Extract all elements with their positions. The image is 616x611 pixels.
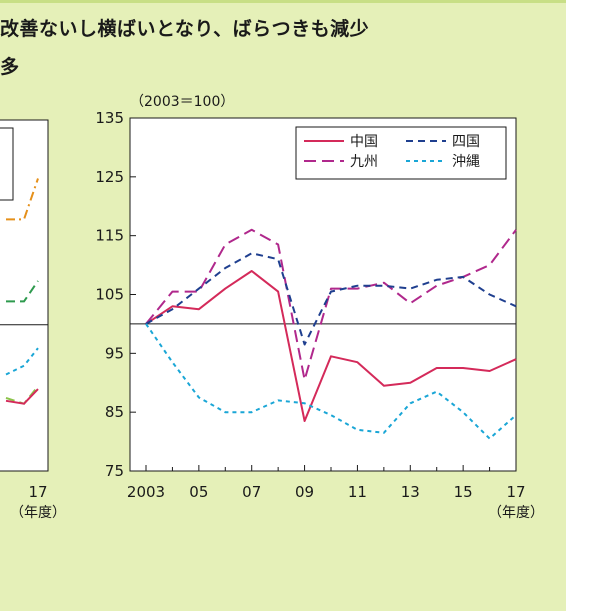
- x-tick-label: 05: [189, 483, 208, 501]
- series-line-1: [145, 270, 517, 422]
- y-tick-label: 75: [105, 462, 124, 480]
- y-tick-label: 135: [95, 109, 124, 127]
- y-tick-label: 105: [95, 286, 124, 304]
- left-x-tick-label: 17: [28, 483, 47, 501]
- series-line-3: [145, 252, 517, 346]
- series-line-2: [145, 228, 517, 381]
- figure-subline: 多: [0, 56, 20, 78]
- x-tick-label: 07: [242, 483, 261, 501]
- y-tick-label: 125: [95, 168, 124, 186]
- y-tick-label: 85: [105, 403, 124, 421]
- x-unit-label: （年度）: [488, 505, 544, 521]
- legend-label-1: 中国: [350, 134, 378, 150]
- legend-label-4: 沖縄: [452, 154, 480, 170]
- x-tick-label: 2003: [127, 483, 165, 501]
- x-tick-label: 13: [401, 483, 420, 501]
- x-tick-label: 17: [506, 483, 525, 501]
- left-series-line-1: [6, 178, 39, 221]
- main-chart: 75 85 95 105 115 125 135 2003 05 07 09 11 13 15 17 （200…: [95, 94, 544, 521]
- unit-label: （2003＝100）: [130, 94, 234, 110]
- panel-top-border: [0, 0, 566, 3]
- left-series-line-5: [5, 388, 39, 405]
- x-tick-label: 15: [454, 483, 473, 501]
- left-legend-box-edge: [0, 127, 14, 201]
- legend-label-3: 四国: [452, 134, 480, 150]
- left-series-line-3: [5, 347, 39, 376]
- x-tick-label: 09: [295, 483, 314, 501]
- y-tick-label: 115: [95, 227, 124, 245]
- y-tick-label: 95: [105, 344, 124, 362]
- left-x-unit-label: （年度）: [10, 505, 66, 521]
- series-line-4: [145, 323, 517, 440]
- legend-box: [295, 126, 507, 180]
- x-tick-label: 11: [348, 483, 367, 501]
- figure-headline: 改善ないし横ばいとなり、ばらつきも減少: [0, 18, 370, 40]
- left-series-line-2: [6, 280, 39, 303]
- left-chart-partial: 17 （年度）: [0, 119, 66, 521]
- legend-label-2: 九州: [350, 154, 378, 170]
